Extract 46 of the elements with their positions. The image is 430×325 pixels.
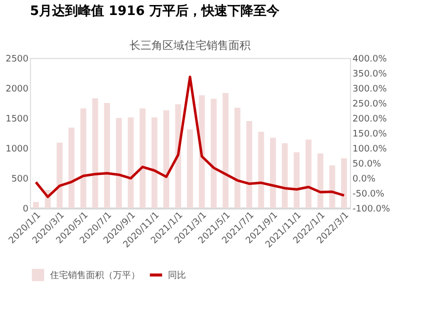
bar [306, 140, 312, 208]
chart-title: 5月达到峰值 1916 万平后，快速下降至今 [30, 3, 280, 19]
bar [104, 103, 110, 208]
bar [294, 152, 300, 208]
bar [258, 132, 264, 208]
bar [341, 158, 348, 208]
bar [282, 143, 288, 208]
y2-tick-label: 150.0% [352, 130, 388, 140]
line-series [34, 76, 346, 198]
bar [222, 93, 229, 208]
y2-tick-label: 300.0% [352, 84, 388, 94]
bar [187, 129, 193, 208]
y2-tick-label: 400.0% [352, 54, 388, 64]
bar [317, 153, 324, 208]
bar [210, 98, 217, 208]
bar [163, 110, 170, 208]
bar [198, 95, 205, 208]
bar [270, 138, 276, 208]
bar [92, 98, 98, 208]
bar [128, 117, 134, 208]
y2-tick-label: 250.0% [352, 100, 388, 110]
bar [234, 108, 240, 208]
bar [68, 128, 74, 208]
y-tick-label: 1000 [6, 144, 29, 154]
bar [140, 108, 146, 208]
y2-tick-label: -50.0% [352, 190, 385, 200]
y2-tick-label: 50.0% [352, 160, 382, 170]
y-tick-label: 0 [22, 204, 29, 214]
y2-tick-label: -100.0% [352, 204, 391, 214]
y2-tick-label: 350.0% [352, 70, 388, 80]
y2-tick-label: 100.0% [352, 144, 388, 154]
bar [80, 108, 86, 208]
bar [32, 202, 39, 208]
legend-label: 住宅销售面积（万平） [50, 270, 140, 281]
y-tick-label: 2000 [6, 84, 29, 94]
y-tick-label: 1500 [6, 114, 29, 124]
y2-tick-label: 0.0% [352, 174, 376, 184]
y-tick-label: 2500 [6, 54, 29, 64]
bar [246, 121, 252, 208]
chart-subtitle: 长三角区域住宅销售面积 [130, 39, 250, 52]
bar [116, 118, 122, 208]
legend-label: 同比 [168, 270, 186, 281]
bar [56, 142, 63, 208]
y2-tick-label: 200.0% [352, 114, 388, 124]
y-tick-label: 500 [11, 174, 29, 184]
bar [151, 117, 158, 208]
